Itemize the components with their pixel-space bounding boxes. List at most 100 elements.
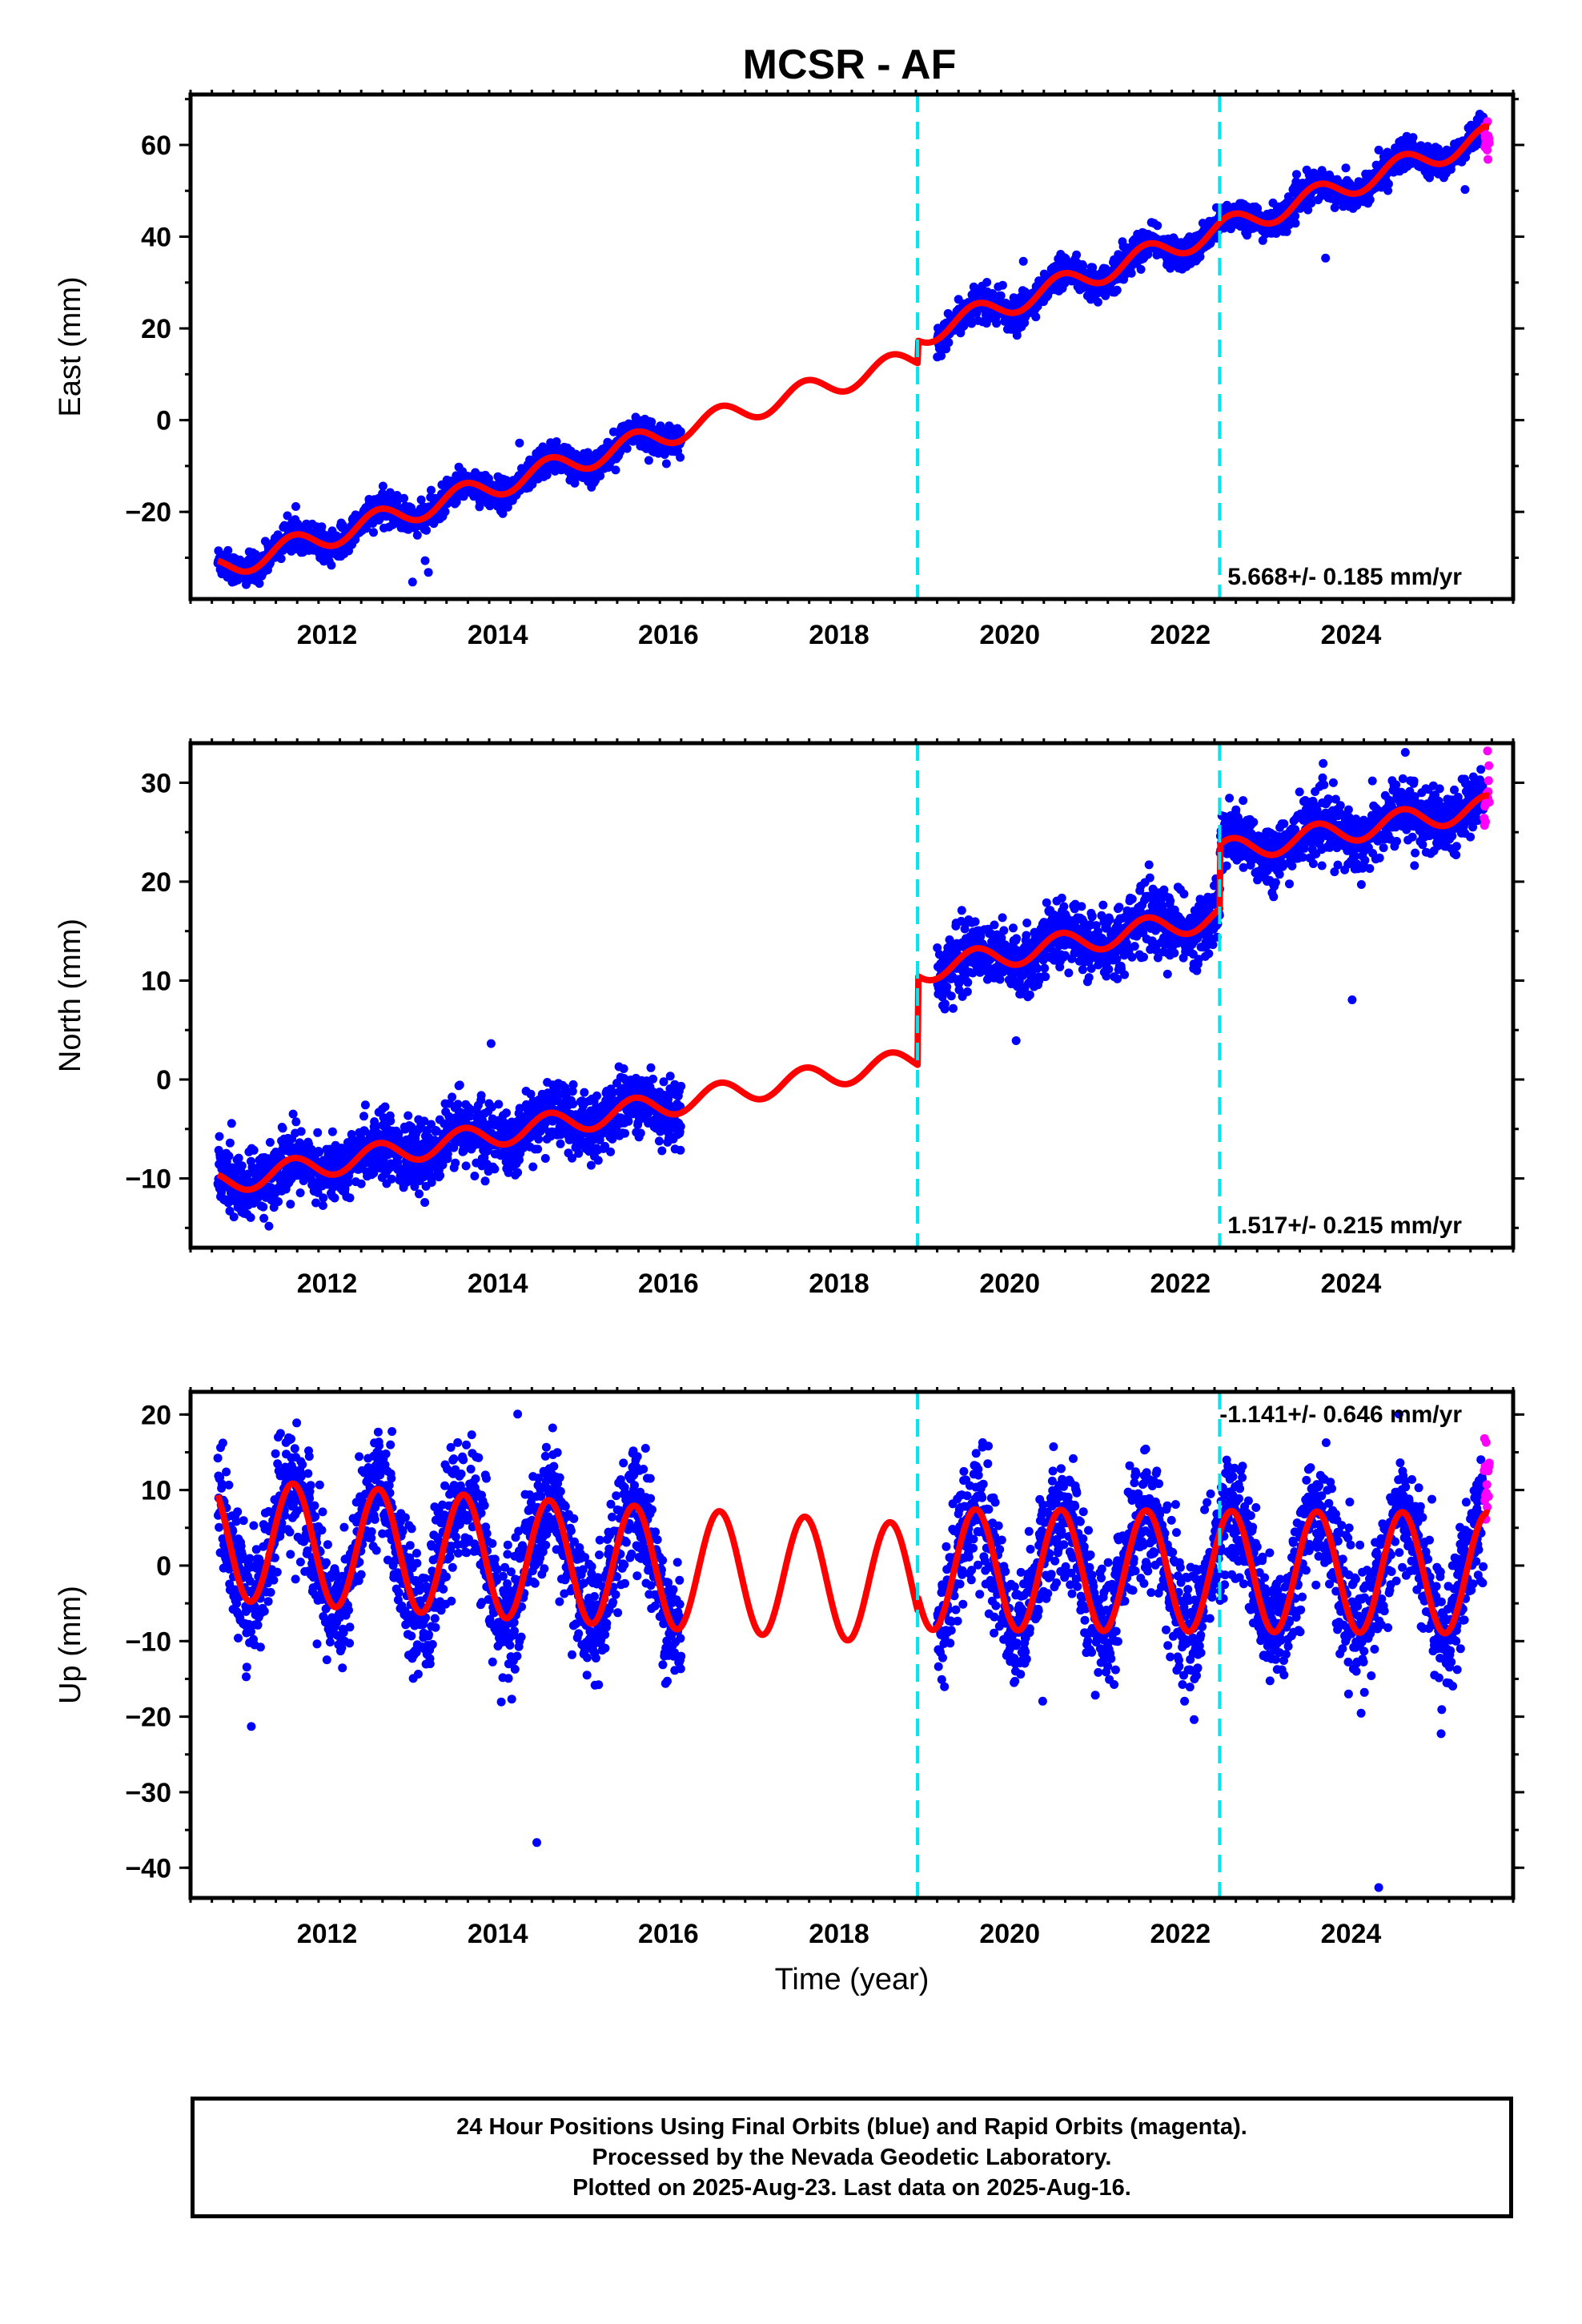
final-orbit-point [378, 481, 387, 491]
final-orbit-point [330, 1193, 339, 1203]
final-orbit-point [259, 1213, 269, 1223]
panel-north: 2012 2014 2016 2018 2020 2022 2024−100102030No… [54, 738, 1524, 1316]
final-orbit-point [227, 1119, 236, 1128]
final-orbit-point [937, 351, 946, 360]
final-orbit-point [490, 1164, 500, 1174]
final-orbit-point [412, 530, 422, 540]
final-orbit-point [387, 1174, 396, 1184]
final-orbit-point [385, 488, 395, 497]
final-orbit-point [533, 1144, 543, 1154]
final-orbit-point [237, 1161, 247, 1171]
final-orbit-point [223, 545, 233, 555]
final-orbit-point [644, 456, 653, 465]
final-orbit-point [359, 1112, 368, 1121]
final-orbit-point [998, 280, 1007, 290]
final-orbit-point [676, 452, 685, 462]
final-orbit-point [574, 1148, 584, 1158]
final-orbit-point [436, 1171, 445, 1180]
final-orbit-point [484, 474, 493, 484]
final-orbit-point [313, 1128, 323, 1137]
final-orbit-point [944, 338, 954, 348]
final-orbit-point [229, 1212, 239, 1222]
final-orbit-point [1112, 285, 1122, 295]
rapid-orbit-point [1484, 139, 1494, 148]
y-tick-label: 60 [141, 131, 171, 161]
final-orbit-point [451, 1158, 460, 1168]
y-tick-label: 40 [141, 223, 171, 253]
final-orbit-point [592, 1091, 601, 1100]
final-orbit-point [327, 1127, 337, 1136]
final-orbit-point [1292, 170, 1301, 179]
final-orbit-point [560, 1083, 570, 1092]
final-orbit-point [278, 1124, 287, 1133]
final-orbit-point [422, 525, 431, 535]
final-orbit-point [416, 495, 426, 505]
x-tick-label: 2016 [638, 620, 699, 650]
final-orbit-point [1126, 268, 1136, 278]
final-orbit-point [295, 1188, 305, 1197]
x-tick-label: 2024 [1321, 620, 1382, 650]
x-tick-label: 2022 [1150, 620, 1211, 650]
final-orbit-point [1072, 250, 1082, 259]
x-tick-label: 2014 [468, 620, 528, 650]
final-orbit-point [327, 561, 336, 570]
final-orbit-point [624, 1116, 633, 1126]
final-orbit-point [661, 459, 671, 468]
final-orbit-point [540, 1154, 550, 1163]
final-orbit-point [360, 1100, 370, 1110]
final-orbit-point [259, 1202, 268, 1212]
y-tick-label: 0 [156, 406, 171, 436]
x-tick-label: 2018 [809, 620, 869, 650]
final-orbit-point [568, 1100, 578, 1109]
y-tick-label: −20 [125, 497, 171, 528]
final-orbit-point [1291, 219, 1300, 228]
final-orbit-point [291, 1117, 301, 1127]
final-orbit-point [408, 577, 417, 587]
final-orbit-point [1136, 264, 1146, 274]
final-orbit-point [498, 509, 508, 518]
final-orbit-point [249, 1145, 259, 1155]
final-orbit-point [593, 1156, 603, 1165]
final-orbit-point [345, 1193, 355, 1203]
final-orbit-point [319, 1193, 328, 1203]
final-orbit-point [420, 556, 430, 565]
final-orbit-point [622, 444, 632, 453]
final-orbit-point [224, 1152, 234, 1160]
final-orbit-point [265, 1138, 275, 1147]
final-orbit-point [219, 1255, 227, 1264]
final-orbit-point [318, 1200, 327, 1210]
final-orbit-point [1365, 195, 1375, 204]
final-orbit-point [470, 1172, 480, 1180]
final-orbit-point [608, 427, 618, 436]
final-orbit-point [586, 1160, 596, 1170]
chart-title: MCSR - AF [743, 42, 957, 88]
final-orbit-point [369, 528, 378, 537]
final-orbit-point [570, 478, 580, 488]
final-orbit-point [528, 1162, 538, 1172]
final-orbit-point [619, 1064, 628, 1073]
final-orbit-point [996, 291, 1006, 300]
final-orbit-point [255, 579, 264, 589]
final-orbit-point [291, 502, 300, 511]
final-orbit-point [264, 1221, 274, 1231]
final-orbit-point [992, 319, 1002, 328]
final-orbit-point [568, 1080, 578, 1089]
final-orbit-point [502, 1108, 511, 1118]
final-orbit-point [656, 421, 665, 431]
final-orbit-point [552, 437, 561, 446]
final-orbit-point [1460, 185, 1470, 195]
x-tick-label: 2012 [297, 620, 358, 650]
final-orbit-point [246, 1212, 255, 1222]
final-orbit-point [276, 554, 286, 564]
final-orbit-point [506, 1307, 515, 1316]
final-orbit-point [400, 493, 408, 503]
final-orbit-point [486, 1039, 496, 1048]
final-orbit-point [513, 1168, 523, 1177]
final-orbit-point [415, 1189, 424, 1199]
final-orbit-point [636, 1128, 645, 1138]
final-orbit-point [480, 1176, 490, 1186]
y-tick-label: 20 [141, 314, 171, 344]
final-orbit-point [448, 1092, 457, 1102]
final-orbit-point [1383, 179, 1393, 189]
